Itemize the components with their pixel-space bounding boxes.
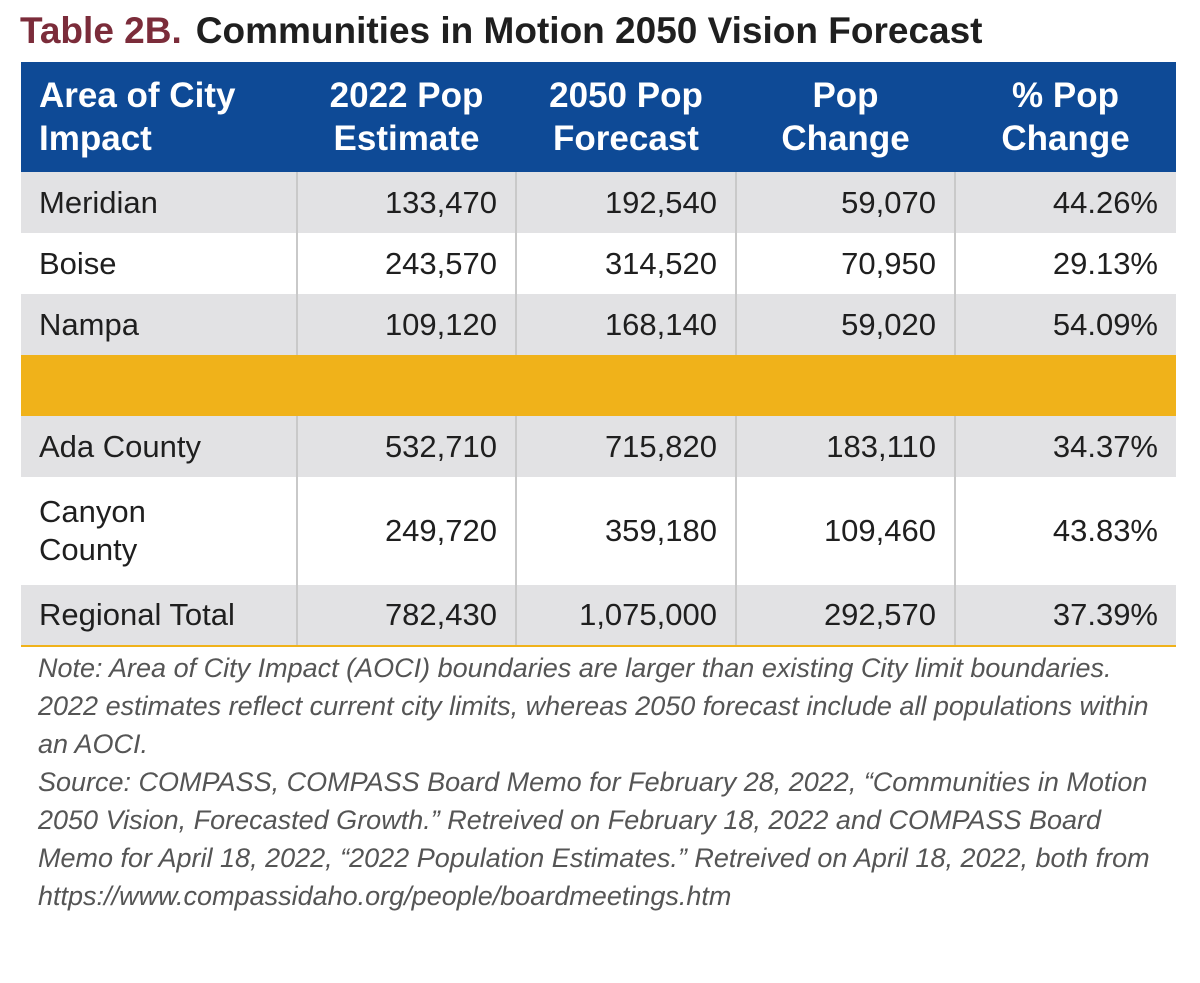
forecast-cell: 715,820 bbox=[515, 416, 736, 477]
table-row: Boise 243,570 314,520 70,950 29.13% bbox=[21, 233, 1176, 294]
divider-band bbox=[21, 355, 1176, 416]
header-2050-forecast: 2050 Pop Forecast bbox=[516, 62, 736, 172]
source-text: Source: COMPASS, COMPASS Board Memo for … bbox=[38, 767, 1150, 911]
header-2022-estimate: 2022 Pop Estimate bbox=[297, 62, 516, 172]
area-cell: Nampa bbox=[21, 294, 297, 355]
pct-change-cell: 43.83% bbox=[954, 477, 1176, 585]
header-pop-change: Pop Change bbox=[736, 62, 955, 172]
pct-change-cell: 44.26% bbox=[954, 172, 1176, 233]
table-row: Canyon County 249,720 359,180 109,460 43… bbox=[21, 477, 1176, 585]
pct-change-cell: 37.39% bbox=[954, 585, 1176, 647]
table-row: Meridian 133,470 192,540 59,070 44.26% bbox=[21, 172, 1176, 233]
table-title: Table 2B. Communities in Motion 2050 Visi… bbox=[20, 6, 983, 56]
table-row: Nampa 109,120 168,140 59,020 54.09% bbox=[21, 294, 1176, 355]
pct-change-cell: 34.37% bbox=[954, 416, 1176, 477]
forecast-cell: 192,540 bbox=[515, 172, 736, 233]
forecast-cell: 359,180 bbox=[515, 477, 736, 585]
table-title-text: Communities in Motion 2050 Vision Foreca… bbox=[195, 10, 983, 51]
table-notes: Note: Area of City Impact (AOCI) boundar… bbox=[38, 649, 1178, 915]
estimate-cell: 133,470 bbox=[296, 172, 516, 233]
estimate-cell: 243,570 bbox=[296, 233, 516, 294]
change-cell: 59,070 bbox=[735, 172, 955, 233]
estimate-cell: 532,710 bbox=[296, 416, 516, 477]
area-cell: Canyon County bbox=[39, 494, 146, 567]
estimate-cell: 782,430 bbox=[296, 585, 516, 647]
header-row: Area of City Impact 2022 Pop Estimate 2050… bbox=[21, 62, 1176, 172]
area-cell: Boise bbox=[39, 245, 117, 281]
change-cell: 109,460 bbox=[735, 477, 955, 585]
pct-change-cell: 54.09% bbox=[954, 294, 1176, 355]
pct-change-cell: 29.13% bbox=[954, 233, 1176, 294]
change-cell: 292,570 bbox=[735, 585, 955, 647]
estimate-cell: 109,120 bbox=[296, 294, 516, 355]
area-cell: Regional Total bbox=[21, 585, 297, 647]
table-row: Regional Total 782,430 1,075,000 292,570… bbox=[21, 585, 1176, 647]
estimate-cell: 249,720 bbox=[296, 477, 516, 585]
area-cell: Meridian bbox=[21, 172, 297, 233]
header-pct-change: % Pop Change bbox=[955, 62, 1176, 172]
change-cell: 70,950 bbox=[735, 233, 955, 294]
change-cell: 183,110 bbox=[735, 416, 955, 477]
forecast-cell: 1,075,000 bbox=[515, 585, 736, 647]
forecast-table: Area of City Impact 2022 Pop Estimate 2050… bbox=[21, 62, 1176, 647]
change-cell: 59,020 bbox=[735, 294, 955, 355]
header-area: Area of City Impact bbox=[21, 62, 297, 172]
section-divider bbox=[21, 355, 1176, 416]
table-row: Ada County 532,710 715,820 183,110 34.37… bbox=[21, 416, 1176, 477]
table-number: Table 2B. bbox=[20, 10, 182, 51]
forecast-cell: 168,140 bbox=[515, 294, 736, 355]
forecast-cell: 314,520 bbox=[515, 233, 736, 294]
area-cell: Ada County bbox=[21, 416, 297, 477]
note-text: Note: Area of City Impact (AOCI) boundar… bbox=[38, 653, 1149, 759]
